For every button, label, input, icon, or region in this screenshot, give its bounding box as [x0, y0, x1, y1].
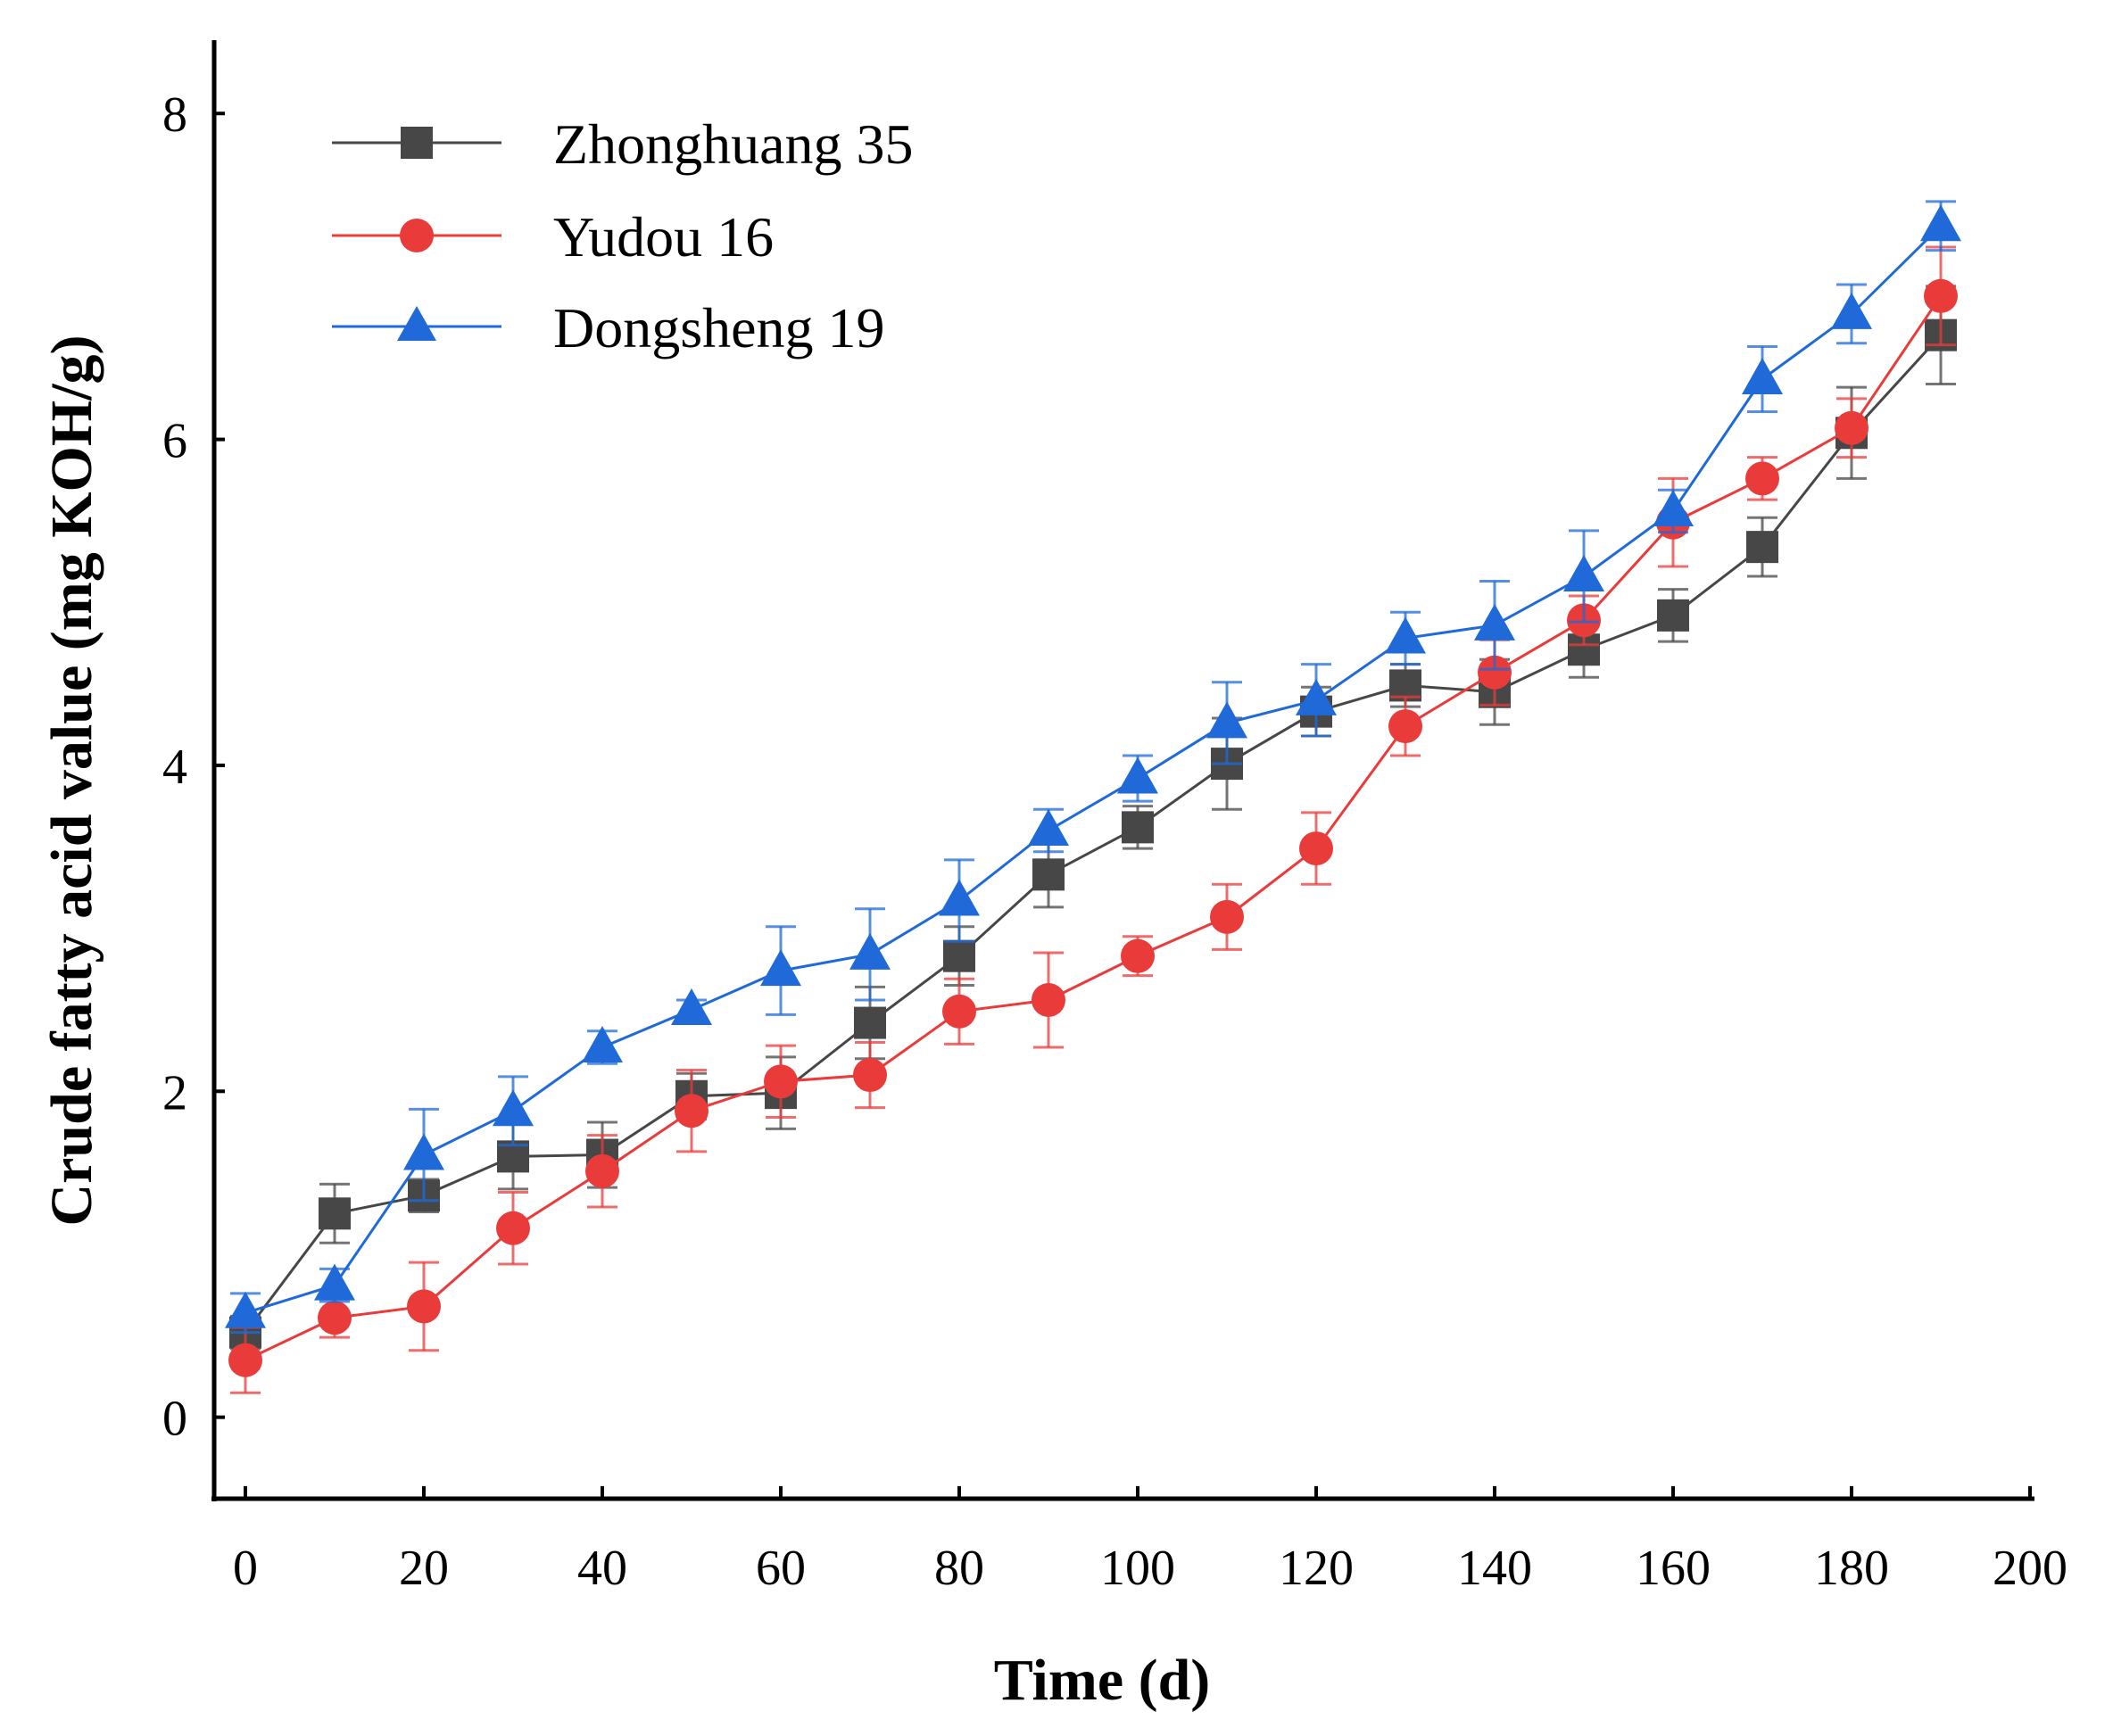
data-point-triangle: [849, 932, 891, 970]
data-point-circle: [675, 1094, 708, 1128]
data-point-circle: [1210, 899, 1244, 934]
data-point-triangle: [225, 1291, 266, 1328]
y-tick-label: 6: [162, 414, 187, 469]
legend-marker-circle: [400, 219, 434, 252]
series-dongsheng-19: [225, 200, 1961, 1335]
legend-entry-yudou-16: Yudou 16: [332, 205, 774, 269]
x-tick-label: 20: [399, 1541, 449, 1596]
data-point-triangle: [314, 1263, 355, 1301]
x-tick-label: 60: [756, 1541, 806, 1596]
data-point-square: [854, 1006, 886, 1039]
data-point-triangle: [671, 988, 712, 1025]
x-tick-label: 200: [1993, 1541, 2067, 1596]
data-point-triangle: [939, 879, 980, 916]
series-layer: [225, 200, 1961, 1394]
x-ticks: 0 20 40 60 80 100 120 140 160 180 200: [233, 1486, 2067, 1596]
data-point-triangle: [1028, 809, 1069, 847]
data-point-square: [1657, 599, 1689, 632]
series-line-yudou-16: [244, 294, 1943, 1362]
data-point-circle: [1032, 982, 1065, 1017]
x-tick-label: 180: [1814, 1541, 1889, 1596]
legend-marker-triangle: [397, 306, 436, 341]
data-point-square: [1032, 858, 1065, 891]
data-point-triangle: [1117, 756, 1158, 794]
data-point-triangle: [1563, 555, 1604, 592]
data-point-circle: [853, 1058, 887, 1093]
data-point-triangle: [1474, 603, 1515, 641]
data-point-triangle: [582, 1025, 623, 1062]
series-yudou-16: [228, 245, 1958, 1394]
data-point-square: [319, 1197, 351, 1230]
data-point-triangle: [1831, 292, 1872, 329]
data-point-triangle: [1206, 701, 1247, 739]
data-point-triangle: [1385, 616, 1426, 654]
data-point-circle: [228, 1343, 262, 1377]
data-point-circle: [1835, 410, 1869, 445]
x-tick-label: 80: [934, 1541, 984, 1596]
y-axis-label: Crude fatty acid value (mg KOH/g): [39, 335, 104, 1226]
legend: Zhonghuang 35 Yudou 16 Dongsheng 19: [332, 112, 914, 360]
x-tick-label: 100: [1100, 1541, 1175, 1596]
data-point-circle: [318, 1301, 352, 1335]
data-point-circle: [1745, 461, 1779, 496]
legend-label-zhonghuang-35: Zhonghuang 35: [553, 112, 914, 176]
x-tick-label: 40: [577, 1541, 627, 1596]
legend-entry-dongsheng-19: Dongsheng 19: [332, 296, 885, 360]
legend-label-yudou-16: Yudou 16: [553, 205, 774, 269]
data-point-square: [1746, 531, 1778, 564]
data-point-circle: [1924, 278, 1958, 313]
data-point-triangle: [1742, 357, 1783, 394]
data-point-triangle: [1296, 678, 1337, 715]
y-tick-label: 8: [162, 87, 187, 143]
x-tick-label: 120: [1279, 1541, 1354, 1596]
legend-label-dongsheng-19: Dongsheng 19: [553, 296, 885, 360]
x-tick-label: 160: [1636, 1541, 1711, 1596]
legend-marker-square: [401, 127, 433, 159]
data-point-triangle: [403, 1133, 444, 1170]
data-point-circle: [496, 1211, 530, 1245]
data-point-circle: [1121, 938, 1155, 973]
data-point-circle: [407, 1289, 441, 1324]
x-tick-label: 140: [1457, 1541, 1532, 1596]
data-point-circle: [1388, 709, 1422, 744]
data-point-circle: [942, 994, 976, 1029]
data-point-circle: [764, 1064, 798, 1099]
legend-entry-zhonghuang-35: Zhonghuang 35: [332, 112, 914, 176]
y-tick-label: 0: [162, 1392, 187, 1447]
data-point-triangle: [1920, 204, 1961, 242]
data-point-circle: [1478, 655, 1512, 690]
y-tick-label: 4: [162, 740, 187, 795]
data-point-square: [1122, 811, 1154, 844]
data-point-triangle: [760, 949, 801, 987]
data-point-triangle: [1653, 489, 1694, 526]
y-tick-label: 2: [162, 1065, 187, 1120]
data-point-square: [943, 939, 975, 972]
data-point-circle: [585, 1153, 619, 1188]
x-axis-label: Time (d): [994, 1648, 1211, 1713]
data-point-triangle: [493, 1089, 534, 1127]
x-tick-label: 0: [233, 1541, 258, 1596]
data-point-circle: [1299, 831, 1333, 866]
y-ticks: 0 2 4 6 8: [162, 87, 225, 1447]
